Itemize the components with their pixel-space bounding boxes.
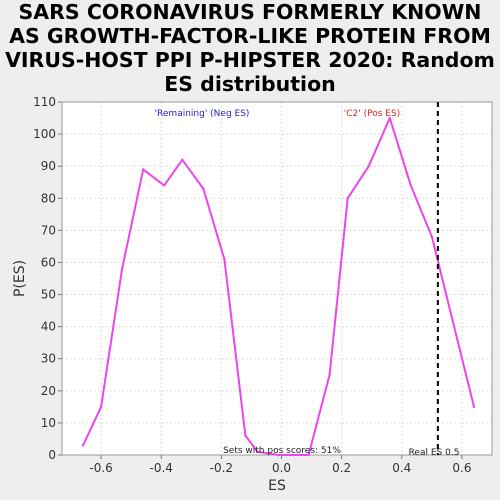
real-es-label: Real ES 0.5 — [409, 448, 460, 458]
y-tick-label: 0 — [48, 448, 56, 462]
legend-pos-es: 'C2' (Pos ES) — [344, 109, 400, 119]
data-point — [472, 405, 476, 409]
y-tick-label: 80 — [41, 191, 56, 205]
pos-scores-annotation: Sets with pos scores: 51% — [223, 446, 341, 456]
data-point — [328, 373, 331, 376]
grid — [62, 101, 492, 456]
x-tick-label: 0.2 — [332, 461, 351, 475]
data-point — [256, 450, 259, 453]
data-point — [181, 158, 184, 161]
data-point — [277, 453, 280, 457]
data-point — [409, 184, 413, 187]
x-tick-label: -0.4 — [150, 461, 173, 475]
x-tick-label: 0.6 — [452, 461, 471, 475]
data-point — [298, 453, 301, 457]
y-tick-label: 40 — [41, 320, 56, 334]
x-tick-label: -0.2 — [210, 461, 233, 475]
x-axis-label: ES — [268, 478, 286, 494]
data-point — [307, 453, 310, 457]
data-point — [223, 258, 226, 261]
data-point — [163, 184, 166, 187]
y-axis-label: P(ES) — [12, 260, 28, 297]
x-tick-label: 0.4 — [392, 461, 411, 475]
y-tick-label: 70 — [41, 223, 56, 237]
x-tick-label: -0.6 — [89, 461, 112, 475]
y-tick-label: 10 — [41, 416, 56, 430]
y-tick-label: 20 — [41, 384, 56, 398]
data-point — [367, 164, 370, 168]
data-point — [430, 235, 434, 238]
y-tick-label: 100 — [33, 127, 56, 141]
data-point — [202, 187, 205, 190]
plot-area — [62, 102, 492, 455]
series — [81, 116, 476, 457]
data-point — [388, 116, 391, 120]
data-point — [141, 168, 145, 171]
data-point — [244, 434, 247, 437]
es-distribution-line — [82, 117, 475, 456]
x-tick-label: 0.0 — [272, 461, 291, 475]
y-tick-label: 30 — [41, 352, 56, 366]
legend-neg-es: 'Remaining' (Neg ES) — [155, 109, 250, 119]
y-tick-label: 90 — [41, 159, 56, 173]
y-tick-label: 110 — [33, 95, 56, 109]
y-tick-label: 60 — [41, 255, 56, 269]
chart-title: SARS CORONAVIRUS FORMERLY KNOWN AS GROWT… — [5, 0, 495, 96]
data-point — [99, 405, 103, 409]
data-point — [346, 197, 349, 200]
data-point — [81, 444, 85, 447]
y-tick-label: 50 — [41, 288, 56, 302]
data-point — [120, 267, 124, 271]
